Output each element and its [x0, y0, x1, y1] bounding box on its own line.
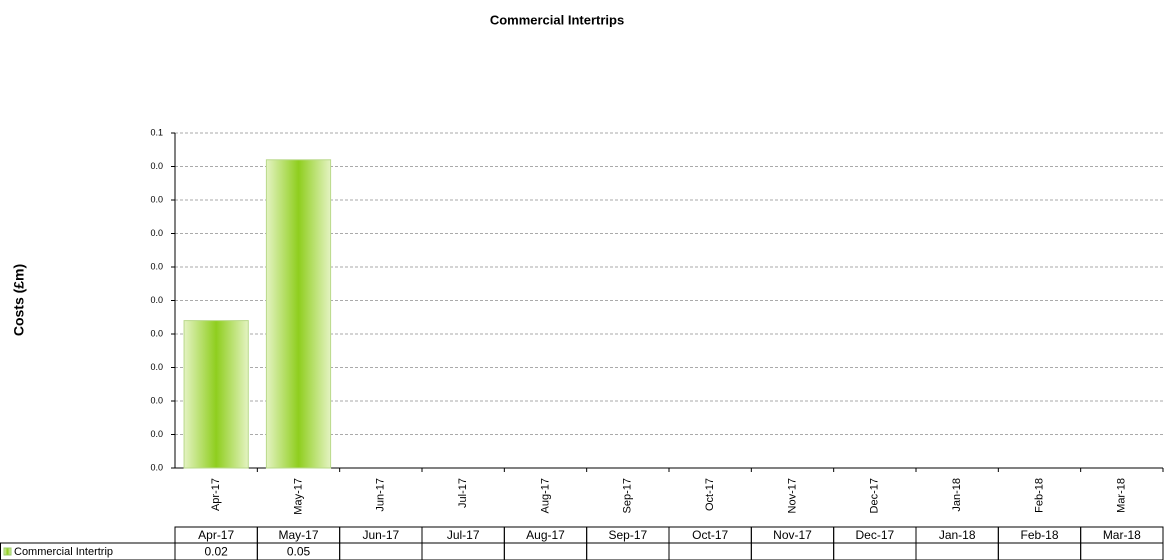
- table-header-label: Jan-18: [939, 528, 976, 542]
- table-cell: [1080, 542, 1164, 560]
- legend-label: Commercial Intertrip: [14, 546, 113, 558]
- y-tick-label: 0.0: [150, 261, 163, 271]
- y-tick-label: 0.0: [150, 362, 163, 372]
- table-cell: [339, 542, 423, 560]
- x-tick-label: Mar-18: [1116, 478, 1128, 513]
- x-tick-label: Apr-17: [210, 478, 222, 511]
- table-cell: [586, 542, 670, 560]
- y-tick-label: 0.0: [150, 462, 163, 472]
- table-cell: [915, 542, 999, 560]
- y-tick-label: 0.0: [150, 328, 163, 338]
- table-header-label: Nov-17: [773, 528, 812, 542]
- x-tick-label: Sep-17: [622, 478, 634, 513]
- table-header-label: Dec-17: [855, 528, 894, 542]
- table-header-label: Jul-17: [447, 528, 480, 542]
- legend-swatch: [3, 547, 12, 556]
- x-tick-label: Jan-18: [951, 478, 963, 512]
- x-tick-label: Nov-17: [786, 478, 798, 513]
- x-tick-label: Jun-17: [375, 478, 387, 512]
- y-tick-label: 0.0: [150, 228, 163, 238]
- table-header-label: Sep-17: [608, 528, 647, 542]
- table-cell: [750, 542, 835, 560]
- table-cell: [421, 542, 505, 560]
- y-tick-label: 0.0: [150, 429, 163, 439]
- table-header-label: Aug-17: [526, 528, 565, 542]
- bar: [183, 320, 249, 469]
- y-axis-label: Costs (£m): [11, 264, 27, 336]
- table-cell: [997, 542, 1082, 560]
- x-tick-label: May-17: [292, 478, 304, 515]
- y-tick-label: 0.0: [150, 395, 163, 405]
- table-cell: [503, 542, 588, 560]
- x-tick-label: Feb-18: [1033, 478, 1045, 513]
- table-header-label: Apr-17: [198, 528, 234, 542]
- bar: [265, 159, 332, 469]
- table-cell: [833, 542, 917, 560]
- y-tick-label: 0.1: [150, 127, 163, 137]
- chart-title: Commercial Intertrips: [490, 12, 624, 27]
- y-tick-label: 0.0: [150, 194, 163, 204]
- table-header-label: May-17: [278, 528, 318, 542]
- table-cell: [668, 542, 752, 560]
- x-tick-label: Dec-17: [869, 478, 881, 513]
- table-header-label: Oct-17: [692, 528, 728, 542]
- y-tick-label: 0.0: [150, 161, 163, 171]
- x-tick-label: Jul-17: [457, 478, 469, 508]
- table-value: 0.02: [204, 545, 228, 559]
- y-tick-label: 0.0: [150, 295, 163, 305]
- table-header-label: Feb-18: [1020, 528, 1058, 542]
- table-header-label: Jun-17: [362, 528, 399, 542]
- table-value: 0.05: [287, 545, 311, 559]
- x-tick-label: Aug-17: [539, 478, 551, 513]
- table-header-label: Mar-18: [1103, 528, 1141, 542]
- x-tick-label: Oct-17: [704, 478, 716, 511]
